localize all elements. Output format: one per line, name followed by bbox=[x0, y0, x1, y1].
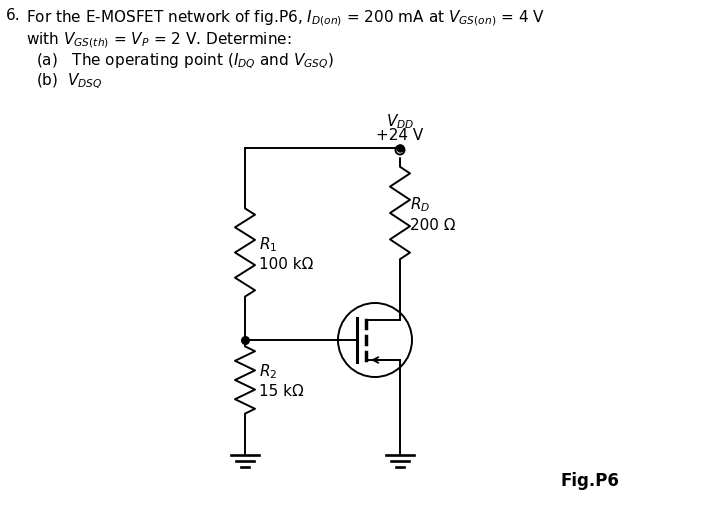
Text: Fig.P6: Fig.P6 bbox=[560, 472, 619, 490]
Text: 100 kΩ: 100 kΩ bbox=[259, 257, 313, 272]
Text: +24 V: +24 V bbox=[376, 128, 424, 143]
Text: $R_2$: $R_2$ bbox=[259, 363, 277, 382]
Text: 6.: 6. bbox=[6, 8, 21, 23]
Text: $R_D$: $R_D$ bbox=[410, 196, 430, 214]
Text: For the E-MOSFET network of fig.P6, $I_{D(on)}$ = 200 mA at $V_{GS(on)}$ = 4 V: For the E-MOSFET network of fig.P6, $I_{… bbox=[26, 8, 545, 27]
Text: (b)  $V_{DSQ}$: (b) $V_{DSQ}$ bbox=[36, 72, 103, 91]
Text: (a)   The operating point ($I_{DQ}$ and $V_{GSQ}$): (a) The operating point ($I_{DQ}$ and $V… bbox=[36, 52, 334, 71]
Text: $V_{DD}$: $V_{DD}$ bbox=[386, 112, 414, 131]
Text: $R_1$: $R_1$ bbox=[259, 235, 277, 254]
Text: 15 kΩ: 15 kΩ bbox=[259, 385, 304, 399]
Text: 200 Ω: 200 Ω bbox=[410, 217, 455, 233]
Text: with $V_{GS(th)}$ = $V_P$ = 2 V. Determine:: with $V_{GS(th)}$ = $V_P$ = 2 V. Determi… bbox=[26, 30, 292, 50]
